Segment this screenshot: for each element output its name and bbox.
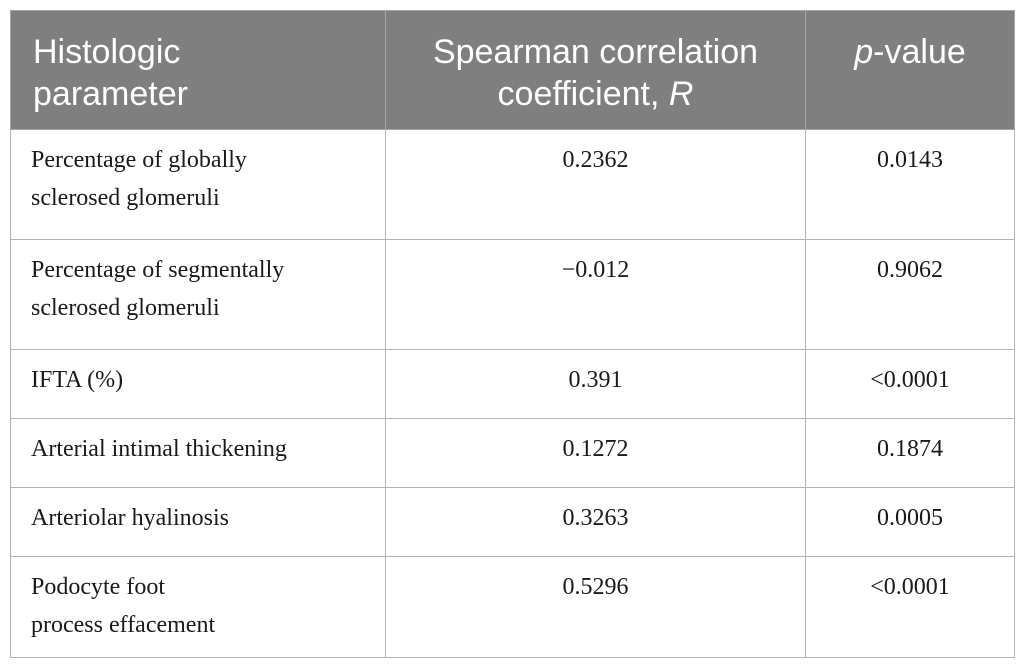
cell-p-value: 0.0005 <box>805 487 1015 557</box>
table-row: Percentage of segmentally sclerosed glome… <box>10 239 1015 350</box>
cell-parameter: Arterial intimal thickening <box>10 418 386 488</box>
cell-parameter: IFTA (%) <box>10 349 386 419</box>
header-p-value: p-value <box>805 10 1015 130</box>
cell-parameter: Percentage of segmentally sclerosed glome… <box>10 239 386 350</box>
table-row: Percentage of globally sclerosed glomerul… <box>10 129 1015 240</box>
cell-p-value: <0.0001 <box>805 556 1015 658</box>
cell-parameter: Percentage of globally sclerosed glomerul… <box>10 129 386 240</box>
cell-coefficient: −0.012 <box>385 239 806 350</box>
table-row: IFTA (%) 0.391 <0.0001 <box>10 349 1015 419</box>
table-row: Arteriolar hyalinosis 0.3263 0.0005 <box>10 487 1015 557</box>
cell-coefficient: 0.391 <box>385 349 806 419</box>
param-line2: process effacement <box>31 612 216 638</box>
cell-parameter: Arteriolar hyalinosis <box>10 487 386 557</box>
cell-coefficient: 0.3263 <box>385 487 806 557</box>
table-row: Arterial intimal thickening 0.1272 0.187… <box>10 418 1015 488</box>
param-line1: Podocyte foot <box>31 574 165 600</box>
param-line1: Percentage of segmentally <box>31 257 285 283</box>
cell-p-value: 0.0143 <box>805 129 1015 240</box>
cell-coefficient: 0.5296 <box>385 556 806 658</box>
correlation-table: Histologic parameter Spearman correlation… <box>10 10 1015 658</box>
header-histologic-parameter: Histologic parameter <box>10 10 386 130</box>
header-param-line2: parameter <box>33 75 188 113</box>
header-coef-symbol: R <box>668 75 694 113</box>
param-line2: sclerosed glomeruli <box>31 185 220 211</box>
cell-parameter: Podocyte foot process effacement <box>10 556 386 658</box>
header-param-line1: Histologic <box>33 33 181 71</box>
cell-p-value: 0.1874 <box>805 418 1015 488</box>
cell-coefficient: 0.2362 <box>385 129 806 240</box>
cell-p-value: 0.9062 <box>805 239 1015 350</box>
cell-p-value: <0.0001 <box>805 349 1015 419</box>
header-p-symbol: p <box>854 33 874 71</box>
header-coef-line2: coefficient, <box>497 75 669 113</box>
table-header: Histologic parameter Spearman correlation… <box>10 10 1015 130</box>
table-body: Percentage of globally sclerosed glomerul… <box>10 129 1015 658</box>
header-p-text: -value <box>873 33 966 71</box>
cell-coefficient: 0.1272 <box>385 418 806 488</box>
header-coef-line1: Spearman correlation <box>432 33 759 71</box>
param-line1: Percentage of globally <box>31 147 247 173</box>
param-line2: sclerosed glomeruli <box>31 295 220 321</box>
table-row: Podocyte foot process effacement 0.5296 <… <box>10 556 1015 658</box>
header-row: Histologic parameter Spearman correlation… <box>10 10 1015 130</box>
header-spearman-coefficient: Spearman correlation coefficient, R <box>385 10 806 130</box>
